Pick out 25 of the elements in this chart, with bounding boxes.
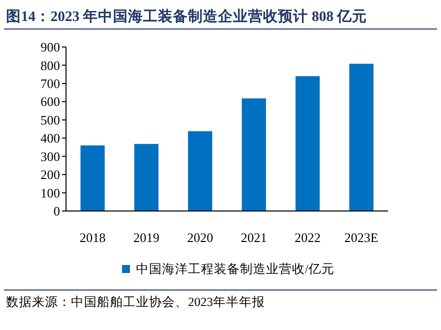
- y-tick-label: 100: [40, 185, 60, 200]
- x-tick-label: 2023E: [344, 230, 378, 245]
- bar: [349, 64, 374, 211]
- y-tick-label: 0: [54, 204, 60, 219]
- legend-label: 中国海洋工程装备制造业营收/亿元: [136, 262, 334, 276]
- chart-title: 图14：2023 年中国海工装备制造企业营收预计 808 亿元: [6, 8, 368, 25]
- x-tick-label: 2019: [133, 230, 160, 245]
- bar: [134, 144, 158, 211]
- bar: [80, 145, 105, 211]
- x-tick-label: 2022: [294, 230, 321, 245]
- source-note: 数据来源：中国船舶工业协会、2023年半年报: [6, 295, 265, 309]
- y-tick-label: 200: [40, 167, 60, 182]
- y-tick-label: 600: [40, 94, 60, 110]
- x-tick-label: 2020: [187, 230, 214, 245]
- bar: [188, 131, 212, 211]
- y-tick-label: 700: [40, 76, 60, 91]
- x-tick-label: 2021: [240, 230, 267, 245]
- bar: [242, 98, 266, 211]
- x-tick-label: 2018: [80, 230, 106, 245]
- y-tick-label: 400: [40, 130, 60, 146]
- y-tick-label: 900: [40, 40, 60, 55]
- y-tick-label: 300: [40, 148, 60, 164]
- y-tick-label: 800: [40, 58, 60, 73]
- bar: [296, 76, 320, 211]
- y-tick-label: 500: [40, 112, 60, 128]
